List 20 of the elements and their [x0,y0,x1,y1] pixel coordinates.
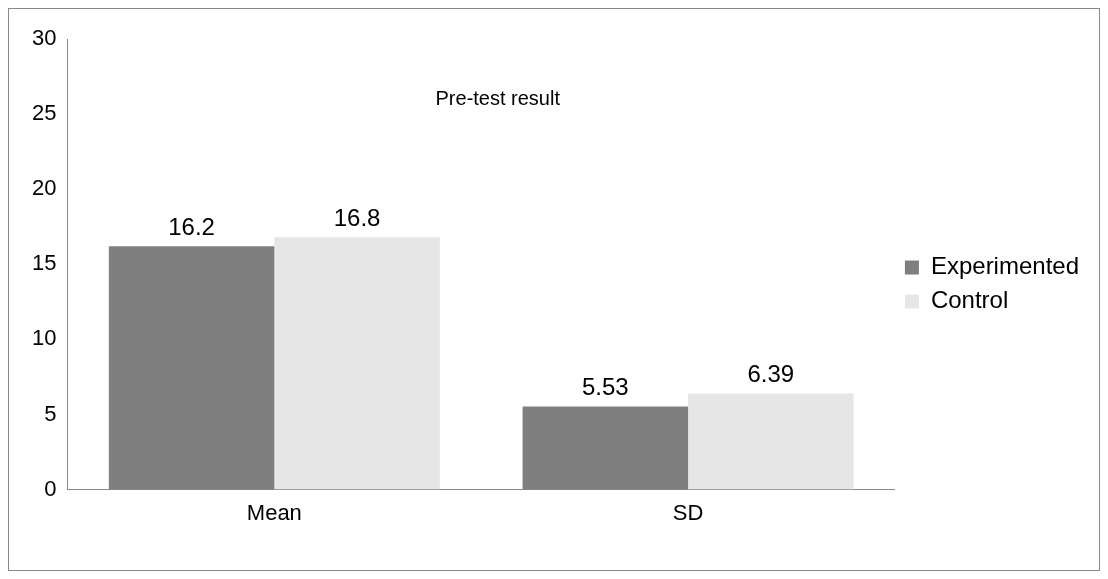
y-tick-label: 30 [31,25,57,51]
y-tick-label: 20 [31,175,57,201]
x-tick-label: SD [672,499,704,525]
data-label: 16.8 [333,203,381,231]
bar [108,246,275,490]
x-tick-label: Mean [246,499,302,525]
y-tick-label: 0 [44,475,57,501]
y-tick-label: 5 [44,400,57,426]
legend-label: Control [930,286,1009,314]
text: Pre-test result [435,86,561,109]
data-label: 5.53 [581,373,629,401]
data-label: 6.39 [747,360,795,388]
legend-label: Experimented [930,252,1079,280]
bar [522,406,689,490]
y-tick-label: 25 [31,100,57,126]
y-tick-label: 10 [31,325,57,351]
data-label: 16.2 [168,212,215,240]
bar [274,237,440,490]
y-tick-label: 15 [31,250,57,276]
bar [688,393,854,490]
